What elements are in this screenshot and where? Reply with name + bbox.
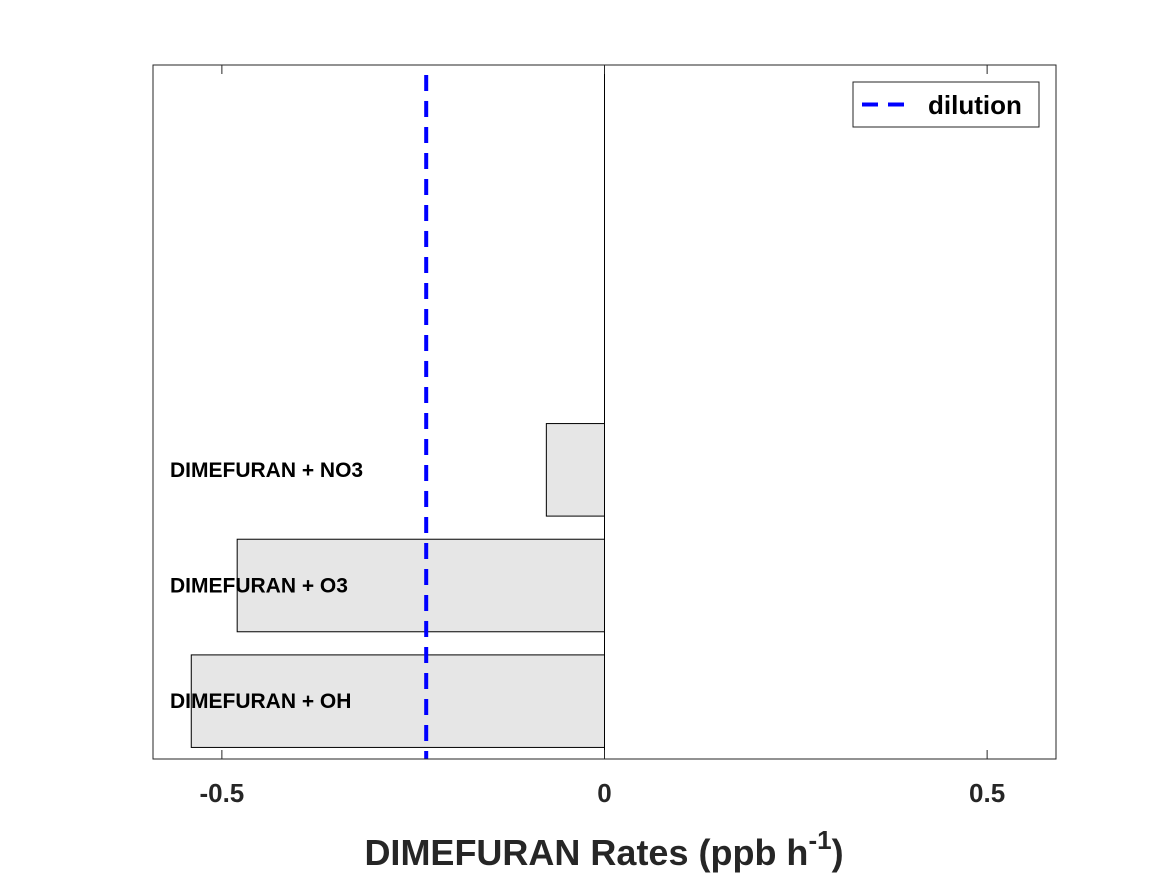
bar-label-1: DIMEFURAN + O3 [170, 575, 348, 598]
bar-2 [545, 423, 606, 517]
x-axis-title: DIMEFURAN Rates (ppb h-1) [364, 825, 843, 873]
bar-0 [190, 654, 605, 748]
bar-labels-group: DIMEFURAN + OH DIMEFURAN + O3 DIMEFURAN + … [170, 459, 363, 713]
x-axis-title-suffix: ) [832, 832, 844, 873]
bar-1 [236, 538, 605, 633]
bar-label-0: DIMEFURAN + OH [170, 690, 351, 713]
legend-dilution-label: dilution [928, 90, 1022, 120]
x-tick-label-1: 0 [597, 778, 611, 808]
x-tick-label-2: 0.5 [969, 778, 1005, 808]
x-tick-label-0: -0.5 [199, 778, 244, 808]
legend: dilution [852, 81, 1040, 128]
x-axis-title-main: DIMEFURAN Rates (ppb h [364, 832, 808, 873]
legend-box [852, 81, 1040, 128]
x-axis-title-superscript: -1 [808, 825, 831, 855]
x-ticks-group: -0.5 0 0.5 [199, 65, 1005, 808]
bar-label-2: DIMEFURAN + NO3 [170, 459, 363, 482]
bars-group [190, 423, 606, 748]
